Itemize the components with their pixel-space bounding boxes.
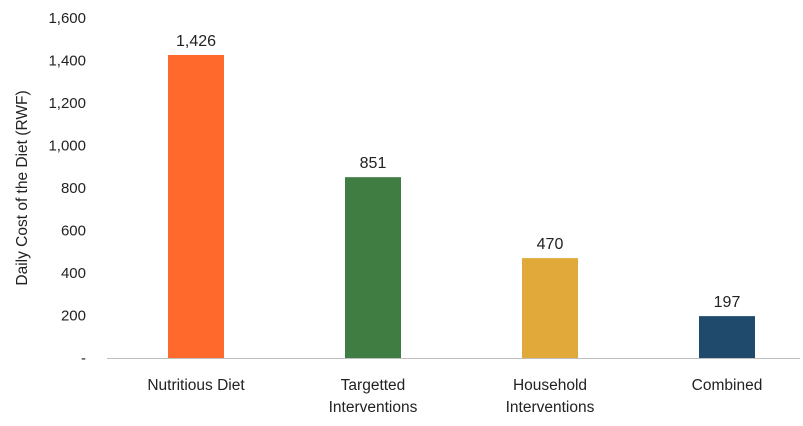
bar [168, 54, 224, 358]
y-tick-label: 200 [61, 308, 86, 325]
bar-value-label: 851 [360, 155, 387, 172]
x-category-label: Interventions [329, 399, 418, 416]
y-tick-label: 1,400 [48, 53, 86, 70]
y-tick-label: 800 [61, 180, 86, 197]
x-category-label: Combined [692, 377, 763, 394]
y-axis-title: Daily Cost of the Diet (RWF) [14, 90, 31, 285]
x-category-label: Targetted [341, 377, 406, 394]
x-axis-labels: Nutritious Diet Targetted Interventions Hou… [147, 377, 762, 416]
y-tick-label: 600 [61, 223, 86, 240]
y-tick-label: 1,000 [48, 138, 86, 155]
bar-value-label: 197 [714, 294, 741, 311]
y-tick-label: 1,200 [48, 95, 86, 112]
x-category-label: Interventions [506, 399, 595, 416]
bar [699, 316, 755, 358]
bar-value-label: 470 [537, 236, 564, 253]
y-tick-label: 400 [61, 265, 86, 282]
bar-value-label: 1,426 [176, 33, 216, 50]
bar [522, 258, 578, 358]
data-labels: 1,426 851 470 197 [176, 33, 740, 311]
x-category-label: Household [513, 377, 587, 394]
bar [345, 177, 401, 358]
y-axis-ticks: - 200 400 600 800 1,000 1,200 1,400 1,600 [48, 10, 86, 367]
y-tick-label: 1,600 [48, 10, 86, 27]
y-tick-label: - [81, 350, 86, 367]
x-category-label: Nutritious Diet [147, 377, 245, 394]
bars [168, 54, 755, 358]
